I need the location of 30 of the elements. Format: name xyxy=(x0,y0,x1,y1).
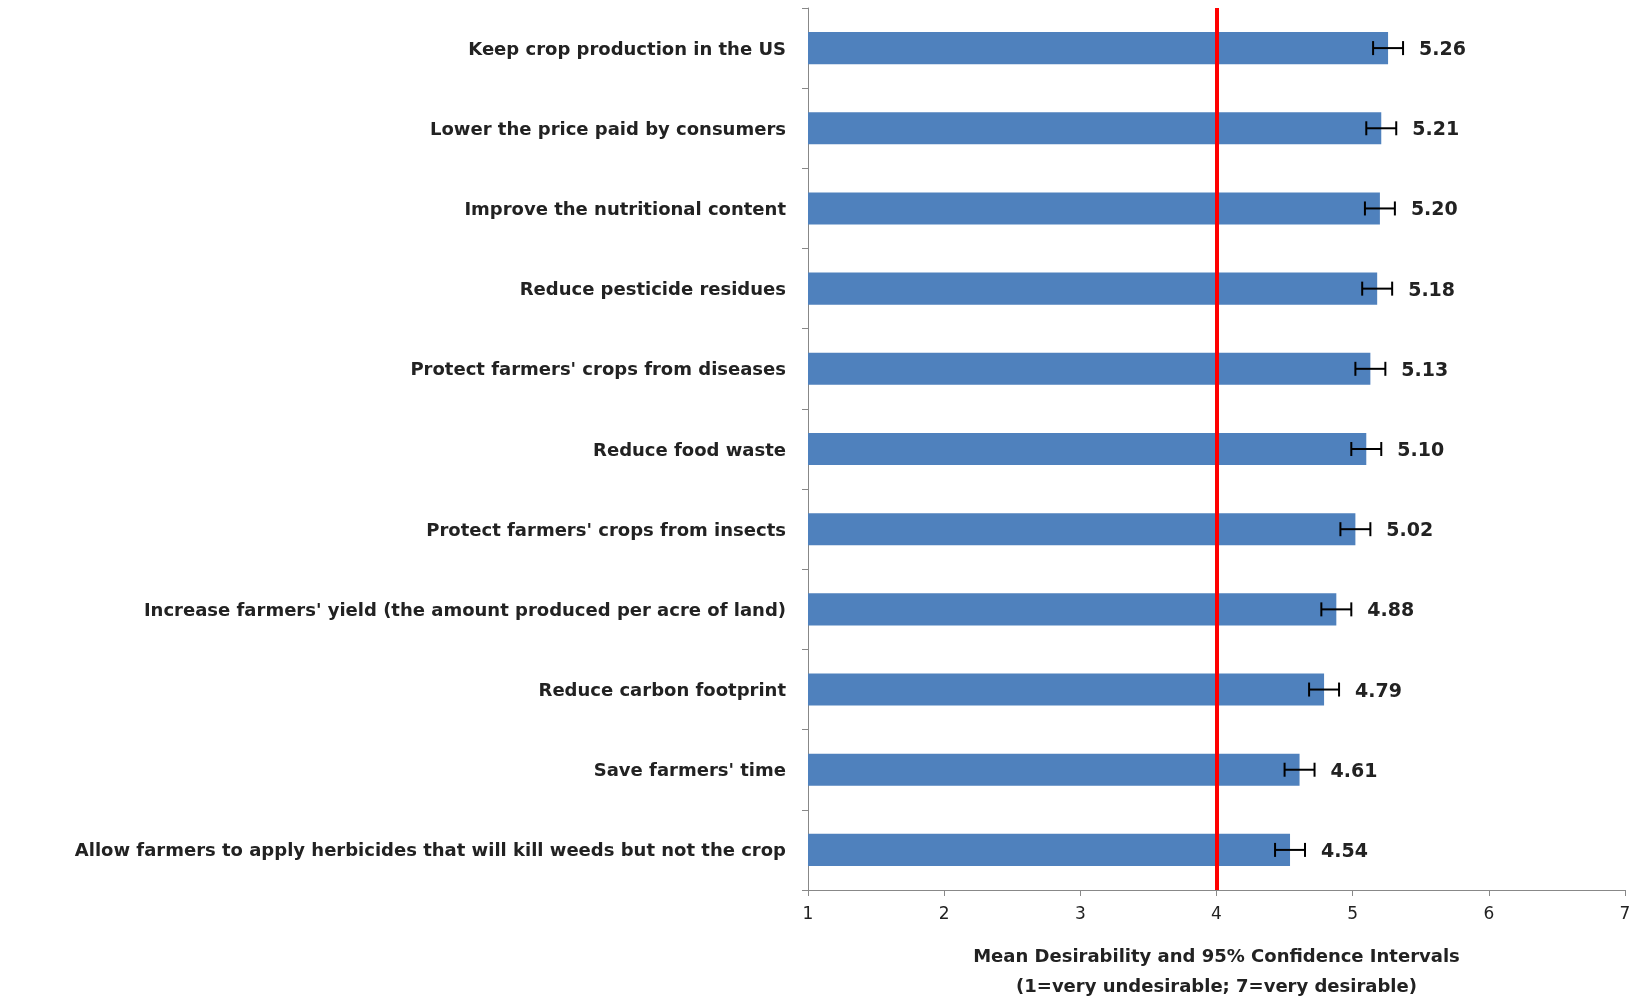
y-tick-label: Keep crop production in the US xyxy=(468,37,786,59)
y-tick-label: Improve the nutritional content xyxy=(464,197,787,219)
data-label: 5.02 xyxy=(1386,518,1434,541)
y-tick-label: Reduce pesticide residues xyxy=(519,278,786,300)
y-tick-label: Reduce food waste xyxy=(593,438,786,460)
data-label: 4.88 xyxy=(1367,598,1415,621)
y-tick-label: Protect farmers' crops from diseases xyxy=(410,358,786,380)
data-label: 4.61 xyxy=(1330,758,1378,781)
y-tick-label: Allow farmers to apply herbicides that will kill weeds but not the crop xyxy=(74,839,787,861)
x-tick-label: 2 xyxy=(938,902,950,923)
y-tick-label: Protect farmers' crops from insects xyxy=(426,518,786,540)
y-tick-label: Increase farmers' yield (the amount produced per acre of land) xyxy=(143,598,786,620)
data-label: 5.26 xyxy=(1419,37,1466,60)
x-tick-label: 1 xyxy=(802,902,814,923)
y-tick-label: Lower the price paid by consumers xyxy=(430,117,786,139)
x-tick-label: 3 xyxy=(1074,902,1086,923)
x-tick-label: 5 xyxy=(1347,902,1359,923)
y-tick-label: Save farmers' time xyxy=(593,759,786,781)
x-tick-label: 4 xyxy=(1211,902,1222,923)
data-label: 5.18 xyxy=(1408,277,1456,300)
data-label: 4.79 xyxy=(1355,678,1402,701)
data-label: 5.10 xyxy=(1397,438,1445,460)
x-tick-label: 6 xyxy=(1483,902,1495,923)
x-tick-label: 7 xyxy=(1619,902,1631,923)
data-label: 5.20 xyxy=(1410,197,1458,220)
y-tick-label: Reduce carbon footprint xyxy=(538,679,787,701)
data-label: 5.21 xyxy=(1412,117,1460,140)
data-label: 5.13 xyxy=(1401,357,1449,380)
x-axis-title: Mean Desirability and 95% Confidence Intervals (1=very undesirable; 7=very desirable) xyxy=(973,944,1460,996)
data-label: 4.54 xyxy=(1321,838,1368,861)
